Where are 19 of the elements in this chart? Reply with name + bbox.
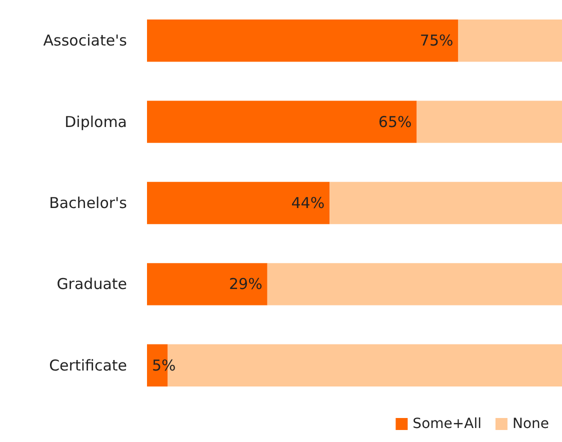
y-tick-label: Associate's	[43, 32, 128, 50]
y-tick-label: Bachelor's	[49, 194, 128, 212]
legend-label: Some+All	[412, 416, 482, 432]
bar	[147, 100, 417, 143]
bar	[147, 263, 268, 306]
bar	[267, 263, 562, 306]
bar	[458, 19, 562, 62]
data-label: 75%	[420, 32, 454, 50]
y-tick-label: Certificate	[49, 356, 127, 374]
data-label: 29%	[229, 275, 262, 294]
bar	[416, 100, 562, 143]
y-tick-label: Graduate	[56, 275, 127, 294]
bar	[147, 182, 330, 224]
data-label: 44%	[291, 194, 325, 212]
legend-label: None	[512, 416, 550, 432]
bar	[147, 19, 458, 62]
bar	[330, 182, 562, 224]
y-tick-label: Diploma	[64, 112, 127, 131]
data-label: 65%	[378, 112, 412, 131]
